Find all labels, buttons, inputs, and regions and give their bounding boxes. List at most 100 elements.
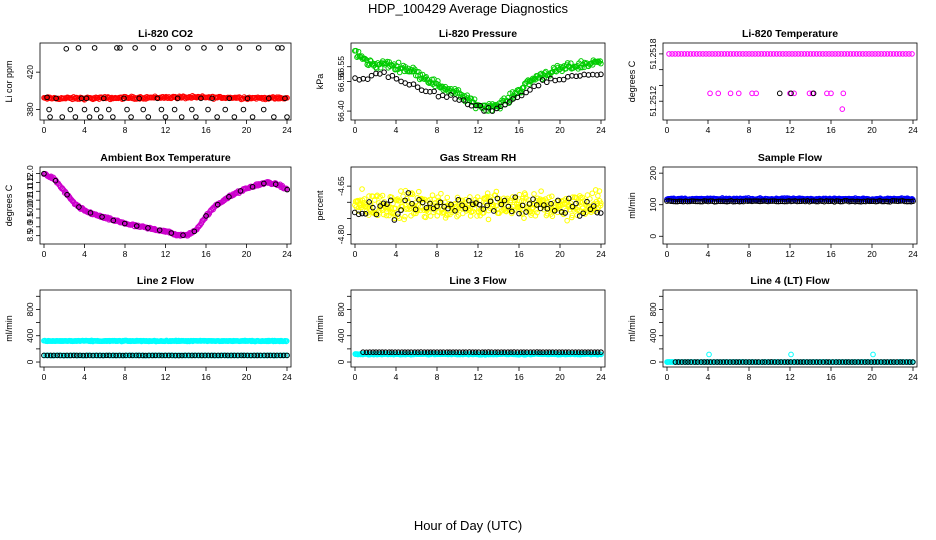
- x-tick-label: 4: [706, 372, 711, 382]
- data-point: [414, 84, 421, 90]
- x-tick-label: 8: [123, 249, 128, 259]
- data-point: [162, 114, 169, 120]
- data-point: [730, 359, 737, 365]
- data-point: [840, 90, 847, 97]
- data-point: [124, 106, 130, 113]
- x-axis-label: Hour of Day (UTC): [413, 518, 523, 533]
- data-point: [855, 359, 862, 365]
- data-point: [572, 349, 579, 355]
- data-point: [597, 210, 604, 216]
- data-point: [174, 95, 181, 102]
- data-point: [284, 352, 290, 359]
- data-point: [551, 207, 558, 214]
- data-point: [724, 51, 731, 57]
- data-point: [597, 58, 603, 64]
- data-point: [260, 106, 267, 113]
- x-tick-label: 12: [473, 125, 483, 135]
- data-point: [788, 90, 794, 97]
- data-point: [47, 352, 54, 359]
- data-point: [684, 51, 691, 57]
- data-point: [67, 352, 74, 359]
- data-point: [53, 95, 59, 102]
- x-tick-label: 0: [665, 249, 670, 259]
- data-point: [437, 199, 444, 206]
- data-point: [823, 359, 830, 365]
- data-point: [126, 352, 133, 359]
- data-point: [706, 51, 712, 57]
- data-point: [746, 51, 752, 57]
- data-point: [392, 349, 398, 356]
- data-point: [560, 76, 567, 83]
- data-point: [222, 106, 229, 113]
- x-tick-label: 4: [82, 372, 87, 382]
- data-point: [666, 51, 672, 57]
- data-point: [416, 197, 422, 203]
- data-point: [231, 114, 238, 120]
- data-point: [244, 352, 251, 359]
- data-point: [152, 352, 159, 359]
- data-point: [598, 349, 604, 355]
- x-tick-label: 24: [596, 249, 606, 259]
- data-point: [781, 359, 788, 365]
- x-tick-label: 8: [435, 249, 440, 259]
- data-point: [816, 51, 823, 57]
- data-point: [224, 352, 231, 359]
- plot-frame: [39, 42, 292, 121]
- data-point: [791, 90, 797, 97]
- data-point: [238, 352, 245, 359]
- data-point: [836, 359, 842, 365]
- data-point: [178, 114, 185, 120]
- data-point: [166, 45, 173, 51]
- data-point: [540, 349, 546, 356]
- data-point: [430, 349, 437, 355]
- data-point: [50, 352, 57, 359]
- data-point: [824, 90, 830, 97]
- data-point: [445, 205, 451, 212]
- plot-title: Sample Flow: [758, 152, 823, 164]
- data-point: [469, 349, 476, 355]
- data-point: [435, 194, 441, 201]
- data-point: [890, 359, 897, 365]
- data-point: [408, 349, 414, 355]
- y-tick-label: 51.2512: [648, 86, 658, 117]
- data-point: [722, 198, 728, 205]
- data-point: [762, 359, 768, 365]
- data-point: [379, 192, 386, 199]
- data-point: [76, 204, 82, 210]
- data-point: [594, 349, 601, 355]
- data-point: [767, 198, 774, 204]
- data-point: [463, 196, 469, 203]
- data-point: [712, 51, 718, 57]
- data-point: [93, 352, 100, 359]
- data-point: [810, 90, 817, 97]
- data-point: [761, 51, 768, 57]
- x-tick-label: 4: [394, 249, 399, 259]
- y-tick-label: 11.5: [25, 174, 35, 190]
- plot-panel-3: Li-820 Temperature degrees C 0 4 8 12 16 20 24 51…: [627, 28, 918, 135]
- data-point: [133, 223, 140, 229]
- data-point: [485, 216, 492, 223]
- data-point: [555, 197, 561, 204]
- data-point: [894, 359, 900, 365]
- data-point: [869, 51, 875, 57]
- data-point: [123, 352, 129, 359]
- data-point: [516, 191, 523, 198]
- data-point: [494, 195, 501, 202]
- data-point: [807, 359, 813, 365]
- data-point: [379, 349, 386, 355]
- data-point: [57, 352, 63, 359]
- y-axis-label: ml/min: [315, 315, 325, 342]
- data-point: [44, 94, 50, 101]
- data-point: [881, 359, 888, 365]
- x-tick-label: 16: [826, 249, 836, 259]
- data-point: [490, 208, 497, 214]
- data-point: [868, 198, 875, 205]
- data-point: [389, 349, 395, 355]
- data-point: [159, 352, 165, 359]
- data-point: [470, 208, 476, 215]
- y-tick-label: -4.65: [336, 176, 346, 196]
- data-point: [535, 82, 542, 89]
- plot-data: [666, 51, 915, 112]
- plot-title: Line 2 Flow: [137, 275, 195, 287]
- data-point: [431, 88, 437, 95]
